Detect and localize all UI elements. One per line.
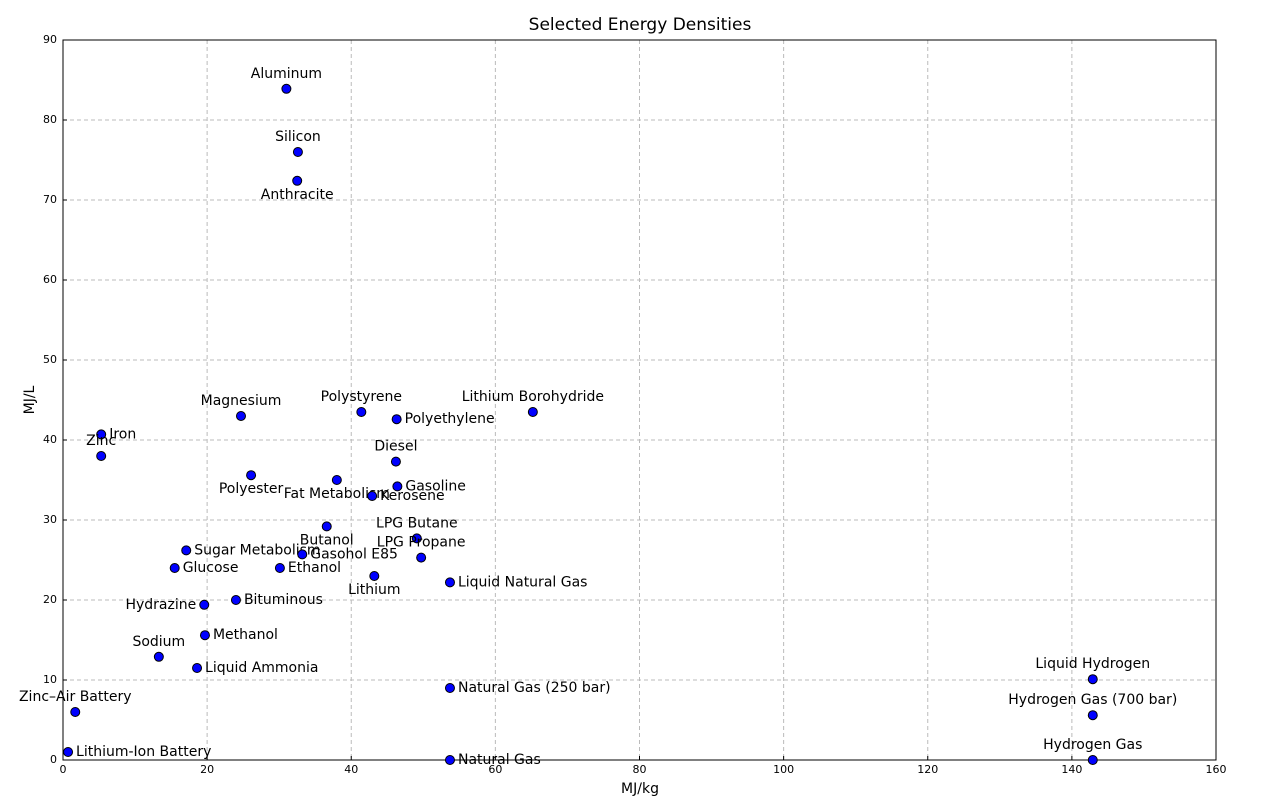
y-tick-label: 50	[43, 353, 57, 366]
x-tick-label: 80	[633, 763, 647, 776]
point-label: Butanol	[300, 532, 354, 548]
point	[235, 411, 246, 421]
x-tick-label: 60	[488, 763, 502, 776]
x-tick-label: 160	[1206, 763, 1227, 776]
point-label: Polyester	[219, 481, 284, 497]
point-label: Bituminous	[244, 592, 323, 608]
point-label: Liquid Hydrogen	[1035, 656, 1150, 672]
point	[281, 83, 292, 94]
point-label: Hydrogen Gas	[1043, 737, 1142, 753]
x-tick-label: 20	[200, 763, 214, 776]
point	[96, 451, 107, 461]
point-label: LPG Butane	[376, 515, 458, 531]
point-label: Natural Gas	[458, 752, 541, 768]
point-label: Sodium	[132, 634, 185, 650]
point-label: Hydrogen Gas (700 bar)	[1008, 692, 1177, 708]
point	[392, 481, 403, 492]
point	[70, 707, 81, 717]
point-label: Gasoline	[405, 478, 466, 494]
point-label: Lithium-Ion Battery	[76, 744, 211, 760]
point-label: Zinc	[86, 433, 116, 449]
point	[411, 533, 422, 544]
y-tick-label: 80	[43, 113, 57, 126]
x-tick-label: 100	[773, 763, 794, 776]
point	[63, 747, 74, 757]
point	[1087, 710, 1098, 721]
point	[321, 521, 332, 532]
point-label: Iron	[109, 426, 136, 442]
point	[356, 407, 367, 417]
point-label: Lithium Borohydride	[462, 389, 604, 405]
point-label: Hydrazine	[125, 597, 196, 613]
point	[96, 429, 107, 440]
point	[369, 571, 380, 581]
point-label: Gasohol E85	[310, 546, 398, 562]
point-label: Natural Gas (250 bar)	[458, 680, 611, 696]
point-label: Polystyrene	[321, 389, 402, 405]
point-label: Liquid Ammonia	[205, 660, 318, 676]
point	[444, 577, 455, 588]
point-label: Glucose	[183, 560, 239, 576]
point-label: Kerosene	[380, 488, 445, 504]
y-tick-label: 10	[43, 673, 57, 686]
point-label: Polyethylene	[405, 411, 495, 427]
point	[199, 630, 210, 641]
y-axis-label: MJ/L	[22, 385, 38, 414]
point	[444, 683, 455, 693]
point-label: Aluminum	[251, 66, 322, 82]
point-label: Zinc–Air Battery	[19, 689, 132, 705]
point	[297, 549, 308, 560]
point	[169, 563, 180, 573]
point	[367, 491, 378, 501]
point	[153, 651, 164, 662]
y-tick-label: 70	[43, 193, 57, 206]
point-label: Anthracite	[261, 187, 334, 203]
x-tick-label: 40	[344, 763, 358, 776]
point	[192, 663, 203, 673]
x-axis-label: MJ/kg	[621, 781, 659, 797]
plot-frame	[62, 39, 1217, 761]
y-tick-label: 30	[43, 513, 57, 526]
y-tick-label: 90	[43, 33, 57, 46]
point-label: Ethanol	[288, 560, 341, 576]
point	[390, 456, 401, 467]
point	[391, 414, 402, 425]
x-tick-label: 120	[917, 763, 938, 776]
point	[181, 545, 192, 556]
x-tick-label: 0	[60, 763, 67, 776]
point-label: Liquid Natural Gas	[458, 574, 587, 590]
y-tick-label: 40	[43, 433, 57, 446]
point	[1087, 755, 1098, 765]
point-label: Fat Metabolism	[284, 486, 390, 502]
point	[274, 563, 285, 573]
point	[199, 599, 210, 610]
y-tick-label: 0	[50, 753, 57, 766]
point	[444, 755, 455, 765]
point-label: Sugar Metabolism	[194, 542, 320, 558]
point	[230, 595, 241, 605]
point	[292, 175, 303, 186]
x-tick-label: 140	[1061, 763, 1082, 776]
point	[292, 147, 303, 157]
point-label: Methanol	[213, 627, 278, 643]
point	[527, 407, 538, 417]
point-label: Lithium	[348, 582, 400, 598]
point	[246, 470, 257, 481]
point-label: Silicon	[275, 129, 321, 145]
point	[1087, 674, 1098, 685]
point-label: Magnesium	[201, 393, 282, 409]
chart-title: Selected Energy Densities	[529, 15, 752, 35]
point-label: LPG Propane	[377, 535, 466, 551]
point	[416, 552, 427, 563]
y-tick-label: 20	[43, 593, 57, 606]
point	[331, 475, 342, 485]
point-label: Diesel	[374, 439, 417, 455]
y-tick-label: 60	[43, 273, 57, 286]
